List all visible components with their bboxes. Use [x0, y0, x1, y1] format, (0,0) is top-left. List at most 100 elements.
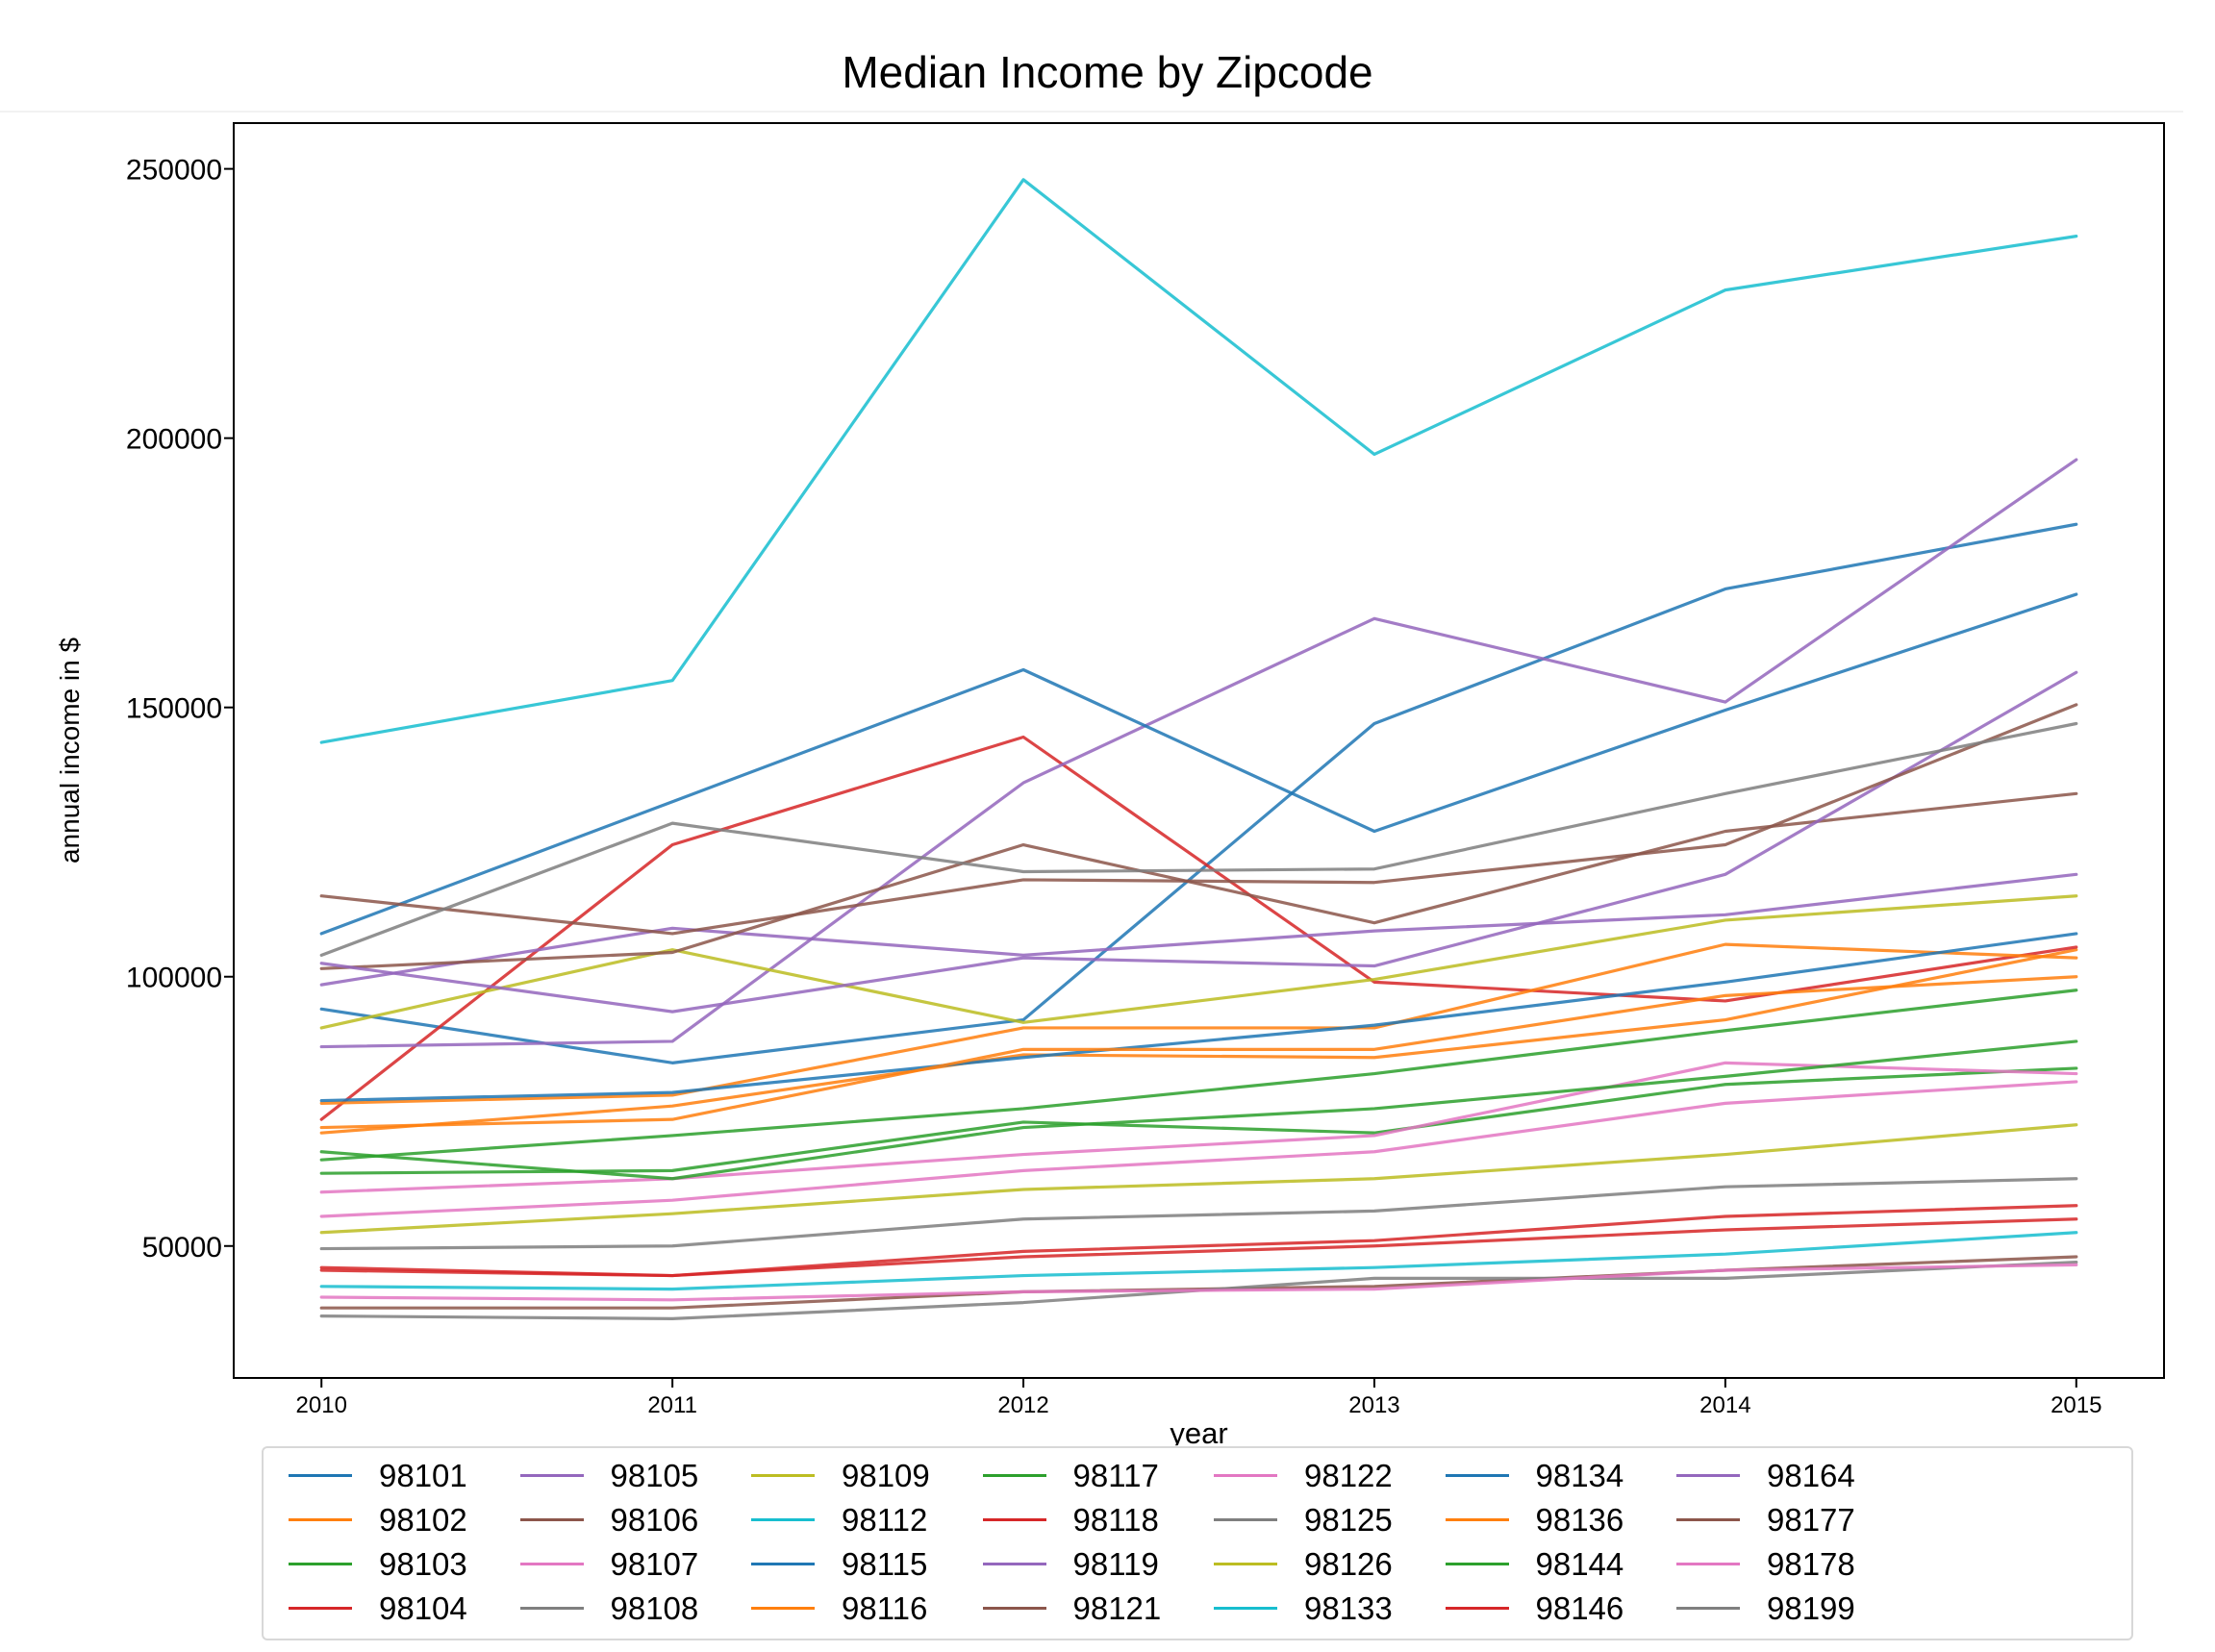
- x-tick-label-2014: 2014: [1699, 1392, 1750, 1418]
- legend-swatch-98105: [519, 1473, 584, 1477]
- legend-grid: 98101 98102 98103 98104 98105 98106 98107 98108…: [271, 1453, 2123, 1630]
- legend-item-98102: 98102: [271, 1497, 503, 1541]
- legend-item-98115: 98115: [734, 1541, 966, 1586]
- figure-header-band: [0, 0, 2183, 113]
- legend-label-98116: 98116: [842, 1589, 928, 1626]
- legend-label-98121: 98121: [1072, 1589, 1162, 1626]
- series-line-98134: [319, 932, 2078, 1103]
- legend: 98101 98102 98103 98104 98105 98106 98107 98108…: [262, 1446, 2133, 1640]
- legend-item-98101: 98101: [271, 1453, 503, 1497]
- legend-swatch-98117: [982, 1473, 1046, 1477]
- series-line-98117: [319, 989, 2078, 1162]
- legend-label-98101: 98101: [379, 1457, 467, 1493]
- legend-item-98178: 98178: [1659, 1541, 1891, 1586]
- series-line-98133: [319, 1231, 2078, 1291]
- legend-swatch-98134: [1445, 1473, 1509, 1477]
- legend-swatch-98115: [751, 1562, 815, 1565]
- legend-swatch-98126: [1214, 1562, 1277, 1565]
- legend-swatch-98109: [751, 1473, 815, 1477]
- y-tick-label-100000: 100000: [126, 963, 222, 994]
- legend-swatch-98136: [1445, 1517, 1509, 1521]
- legend-swatch-98119: [982, 1562, 1046, 1565]
- series-line-98112: [319, 178, 2078, 744]
- chart-title: Median Income by Zipcode: [842, 47, 1373, 97]
- x-tick-label-2010: 2010: [296, 1392, 347, 1418]
- series-line-98121: [319, 791, 2078, 970]
- legend-item-98116: 98116: [734, 1586, 966, 1630]
- legend-swatch-98178: [1676, 1562, 1740, 1565]
- legend-item-98107: 98107: [503, 1541, 735, 1586]
- legend-item-98136: 98136: [1428, 1497, 1660, 1541]
- legend-item-98109: 98109: [734, 1453, 966, 1497]
- legend-label-98126: 98126: [1304, 1545, 1393, 1582]
- legend-item-98125: 98125: [1196, 1497, 1428, 1541]
- x-tick-label-2012: 2012: [997, 1392, 1048, 1418]
- legend-label-98106: 98106: [610, 1501, 699, 1538]
- y-tick-label-200000: 200000: [126, 424, 222, 456]
- legend-item-98146: 98146: [1428, 1586, 1660, 1630]
- series-line-98199: [319, 721, 2078, 957]
- series-line-98107: [319, 1061, 2078, 1194]
- legend-label-98119: 98119: [1072, 1545, 1159, 1582]
- legend-label-98136: 98136: [1535, 1501, 1624, 1538]
- series-line-98119: [319, 872, 2078, 987]
- plot-frame: [233, 122, 2165, 1379]
- legend-item-98199: 98199: [1659, 1586, 1891, 1630]
- legend-label-98112: 98112: [842, 1501, 928, 1538]
- legend-swatch-98107: [519, 1562, 584, 1565]
- legend-label-98118: 98118: [1072, 1501, 1159, 1538]
- legend-item-98121: 98121: [966, 1586, 1197, 1630]
- legend-item-98103: 98103: [271, 1541, 503, 1586]
- legend-item-98122: 98122: [1196, 1453, 1428, 1497]
- series-line-98103: [319, 1066, 2078, 1175]
- legend-item-98106: 98106: [503, 1497, 735, 1541]
- legend-label-98134: 98134: [1535, 1457, 1624, 1493]
- series-line-98144: [319, 1039, 2078, 1181]
- axis-layer: 2010 2011 2012 2013 2014 2015 50000 100000 15000…: [55, 122, 2165, 1450]
- legend-item-98144: 98144: [1428, 1541, 1660, 1586]
- x-tick-label-2015: 2015: [2051, 1392, 2102, 1418]
- legend-item-98133: 98133: [1196, 1586, 1428, 1630]
- legend-swatch-98116: [751, 1606, 815, 1610]
- legend-item-98118: 98118: [966, 1497, 1197, 1541]
- legend-label-98104: 98104: [379, 1589, 467, 1626]
- legend-item-98119: 98119: [966, 1541, 1197, 1586]
- legend-swatch-98133: [1214, 1606, 1277, 1610]
- legend-label-98177: 98177: [1767, 1501, 1855, 1538]
- legend-label-98103: 98103: [379, 1545, 467, 1582]
- legend-swatch-98146: [1445, 1606, 1509, 1610]
- legend-label-98108: 98108: [610, 1589, 699, 1626]
- legend-swatch-98101: [289, 1473, 352, 1477]
- series-line-98178: [319, 1263, 2078, 1302]
- series-layer: [319, 178, 2078, 1320]
- legend-label-98122: 98122: [1304, 1457, 1393, 1493]
- legend-swatch-98104: [289, 1606, 352, 1610]
- legend-label-98109: 98109: [842, 1457, 930, 1493]
- series-line-98102: [319, 948, 2078, 1135]
- y-tick-label-150000: 150000: [126, 693, 222, 725]
- legend-swatch-98121: [982, 1606, 1046, 1610]
- x-tick-label-2011: 2011: [647, 1392, 697, 1418]
- series-line-98109: [319, 894, 2078, 1030]
- legend-label-98199: 98199: [1767, 1589, 1855, 1626]
- series-line-98126: [319, 1123, 2078, 1235]
- x-axis-label: year: [1170, 1416, 1227, 1450]
- series-line-98116: [319, 942, 2078, 1105]
- x-tick-label-2013: 2013: [1348, 1392, 1399, 1418]
- legend-label-98125: 98125: [1304, 1501, 1393, 1538]
- legend-swatch-98103: [289, 1562, 352, 1565]
- legend-item-98104: 98104: [271, 1586, 503, 1630]
- legend-swatch-98118: [982, 1517, 1046, 1521]
- y-tick-label-50000: 50000: [142, 1232, 222, 1264]
- legend-item-98117: 98117: [966, 1453, 1197, 1497]
- legend-swatch-98177: [1676, 1517, 1740, 1521]
- legend-item-98164: 98164: [1659, 1453, 1891, 1497]
- series-line-98122: [319, 1080, 2078, 1218]
- series-line-98146: [319, 1204, 2078, 1278]
- legend-swatch-98144: [1445, 1562, 1509, 1565]
- legend-item-98112: 98112: [734, 1497, 966, 1541]
- legend-swatch-98164: [1676, 1473, 1740, 1477]
- legend-label-98115: 98115: [842, 1545, 928, 1582]
- legend-item-98126: 98126: [1196, 1541, 1428, 1586]
